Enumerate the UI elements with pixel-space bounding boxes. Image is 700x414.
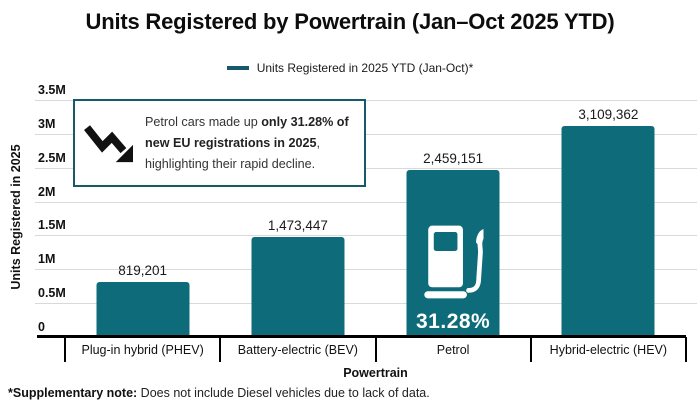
x-tick xyxy=(374,337,377,362)
gridline xyxy=(35,133,697,135)
x-category-label: Battery-electric (BEV) xyxy=(237,343,358,357)
y-tick-label: 1M xyxy=(38,252,56,267)
y-tick-label: 3M xyxy=(38,116,56,131)
gridline xyxy=(35,235,697,237)
y-axis-title: Units Registered in 2025 xyxy=(9,144,23,290)
gridline xyxy=(35,269,697,271)
bar-value-label: 819,201 xyxy=(118,262,168,278)
footnote-text: Does not include Diesel vehicles due to … xyxy=(137,386,430,400)
bar-value-label: 3,109,362 xyxy=(578,107,639,123)
x-axis-line xyxy=(37,335,686,338)
gridline xyxy=(35,167,697,169)
x-axis-title: Powertrain xyxy=(343,366,408,380)
y-tick-label: 2.5M xyxy=(38,150,66,165)
bar-column: 819,201 xyxy=(65,100,220,337)
gridline xyxy=(35,201,697,203)
legend-label: Units Registered in 2025 YTD (Jan-Oct)* xyxy=(256,61,474,75)
chart-title: Units Registered by Powertrain (Jan–Oct … xyxy=(85,9,615,34)
x-category-label: Petrol xyxy=(436,343,470,357)
legend-dash-icon xyxy=(226,66,249,70)
bar-value-label: 2,459,151 xyxy=(423,151,484,167)
trending-down-icon xyxy=(83,120,137,166)
footnote: *Supplementary note: Does not include Di… xyxy=(8,386,430,400)
bar-plug-in-hybrid-phev xyxy=(96,281,190,337)
bar-petrol: 31.28% xyxy=(406,170,500,337)
x-tick xyxy=(685,337,687,362)
annotation-box: Petrol cars made up only 31.28% of new E… xyxy=(73,99,366,187)
gridline xyxy=(35,100,697,101)
footnote-bold: *Supplementary note: xyxy=(8,386,138,400)
y-tick-label: 3.5M xyxy=(38,83,66,97)
x-tick xyxy=(64,337,66,362)
fuel-pump-icon xyxy=(423,220,486,304)
x-tick xyxy=(529,337,532,362)
x-category-label: Plug-in hybrid (PHEV) xyxy=(81,343,204,357)
bar-hybrid-electric-hev xyxy=(561,126,655,337)
y-tick-label: 0 xyxy=(38,320,45,334)
y-tick-label: 0.5M xyxy=(38,286,66,301)
y-tick-label: 1.5M xyxy=(38,218,66,233)
y-tick-label: 2M xyxy=(38,184,56,199)
bars-region: 819,201 1,473,447 31.28% 2,459,151 3,109,362 xyxy=(65,100,686,337)
plot-area: 819,201 1,473,447 31.28% 2,459,151 3,109,362… xyxy=(35,83,697,380)
bar-battery-electric-bev xyxy=(251,237,345,337)
bar-column: 3,109,362 xyxy=(531,100,686,337)
bar-column: 31.28% 2,459,151 xyxy=(376,100,531,337)
annotation-text: Petrol cars made up only 31.28% of new E… xyxy=(145,114,349,171)
bar-column: 1,473,447 xyxy=(220,100,375,337)
bar-value-label: 1,473,447 xyxy=(267,218,328,234)
gridline xyxy=(35,303,697,305)
x-tick xyxy=(219,337,222,362)
legend: Units Registered in 2025 YTD (Jan-Oct)* xyxy=(0,61,700,75)
x-category-label: Hybrid-electric (HEV) xyxy=(549,343,668,357)
highlight-share-label: 31.28% xyxy=(416,310,491,333)
